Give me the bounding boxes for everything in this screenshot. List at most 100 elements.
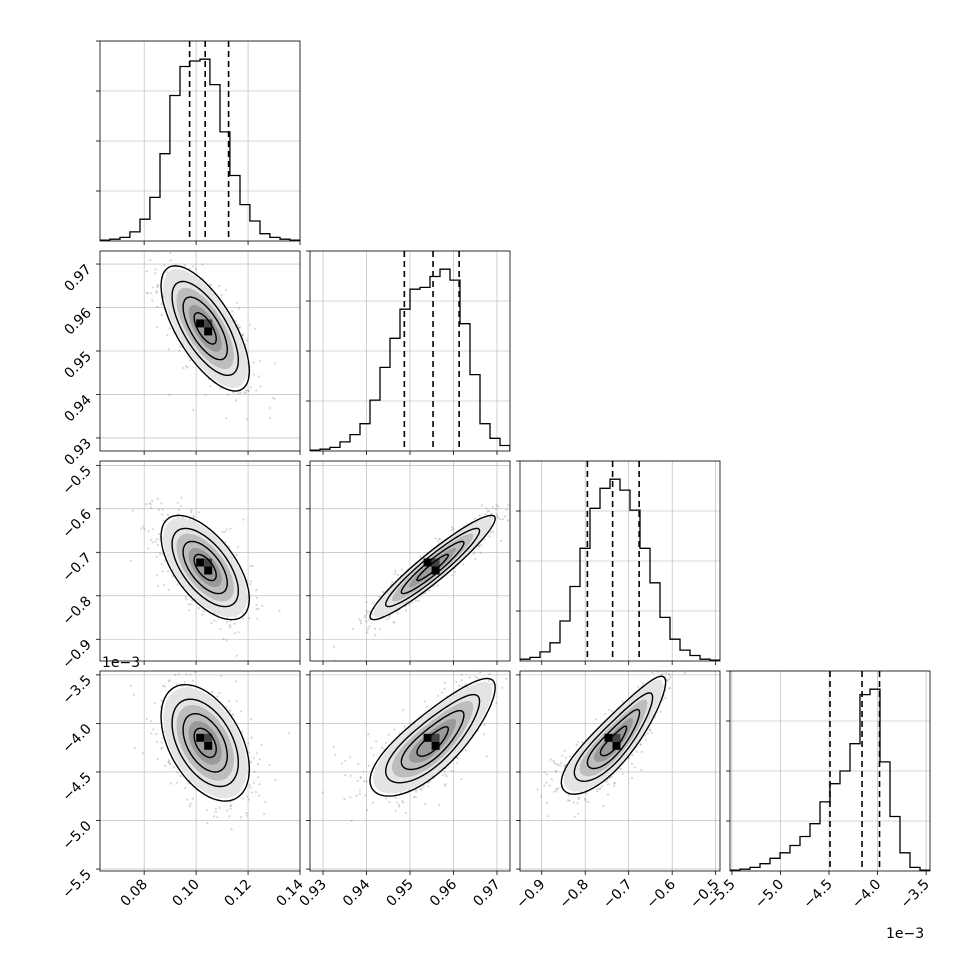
scatter-point [191,599,194,602]
scatter-point [161,553,164,556]
scatter-point [232,391,235,394]
scatter-point [241,333,244,337]
density-core [204,558,213,567]
scatter-point [147,248,149,250]
scatter-point [386,618,389,621]
panel-frame [729,670,931,872]
contour-level-2 [400,710,465,771]
scatter-point [188,609,191,612]
scatter-point [358,792,361,795]
scatter-point [630,762,634,765]
scatter-point [499,518,502,521]
scatter-point [161,570,164,573]
scatter-point [147,530,150,533]
y-tick-label: 0.96 [61,305,94,338]
scatter-point [385,797,388,800]
scatter-point [644,738,647,741]
scatter-point [598,788,601,791]
scatter-point [368,610,371,613]
x-tick-label: 0.97 [470,877,503,910]
scatter-point [179,774,182,778]
scatter-point [260,743,263,746]
scatter-point [259,385,262,388]
scatter-point [666,679,669,682]
scatter-point [366,611,369,614]
scatter-point [146,291,149,294]
scatter-point [141,752,145,755]
scatter-point [225,639,228,642]
scatter-point [423,700,426,703]
scatter-point [176,501,179,504]
scatter-point [606,779,609,782]
scatter-point [484,513,487,516]
scatter-point [491,530,494,533]
contour-level-2 [182,540,229,595]
scatter-point [501,518,504,521]
scatter-point [163,583,166,586]
scatter-point [395,801,399,804]
scatter-point [577,796,580,799]
scatter-point [180,505,183,508]
scatter-point [419,788,422,791]
scatter-point [225,528,228,531]
scatter-point [368,625,371,628]
histogram-panel-3 [726,670,931,872]
scatter-point [268,763,271,767]
scatter-point [235,700,238,703]
scatter-point [499,539,502,543]
scatter-point [156,740,159,744]
scatter-point [226,809,229,812]
scatter-point [609,776,612,780]
scatter-point [168,762,171,765]
scatter-point [190,603,193,606]
scatter-point [202,610,205,613]
scatter-point [414,599,417,602]
scatter-point [621,700,624,703]
scatter-point [216,695,219,698]
scatter-point [507,504,510,507]
scatter-point [151,527,154,531]
contour-level-2 [182,712,229,773]
scatter-point [167,588,170,591]
scatter-point [160,563,163,566]
scatter-point [359,776,362,779]
scatter-point [155,574,158,577]
scatter-point [436,584,439,587]
scatter-point [253,770,256,773]
scatter-point [380,746,384,749]
contour-level-2 [400,540,465,595]
scatter-panel-1-3 [309,634,511,872]
scatter-point [635,750,638,753]
scatter-point [557,787,560,790]
scatter-point [160,303,163,306]
scatter-point [492,634,494,636]
scatter-point [205,809,209,812]
scatter-point [237,546,240,549]
scatter-point [473,517,477,520]
scatter-point [644,734,647,737]
scatter-point [491,505,494,508]
scatter-point [668,644,670,646]
scatter-point [439,538,442,541]
scatter-point [179,345,182,348]
scatter-point [437,694,440,698]
scatter-point [340,762,343,765]
contour-level-1 [193,553,217,582]
scatter-point [613,784,616,787]
histogram-bars [520,478,720,661]
scatter-point [147,547,150,550]
scatter-point [164,765,167,768]
scatter-point [358,789,361,792]
density-core [604,733,613,742]
scatter-point [495,701,498,705]
scatter-point [581,741,584,744]
y-tick-label: −0.9 [59,637,94,672]
scatter-point [613,782,616,785]
scatter-point [228,624,231,627]
scatter-point [639,743,642,746]
scatter-point [630,777,634,780]
scatter-point [237,631,240,634]
scatter-point [255,588,258,592]
scatter-point [344,774,347,777]
scatter-point [382,747,386,750]
